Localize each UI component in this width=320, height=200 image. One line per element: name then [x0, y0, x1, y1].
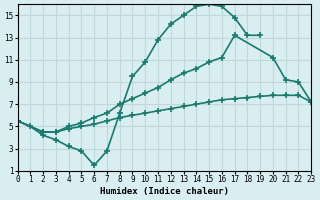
X-axis label: Humidex (Indice chaleur): Humidex (Indice chaleur) — [100, 187, 229, 196]
